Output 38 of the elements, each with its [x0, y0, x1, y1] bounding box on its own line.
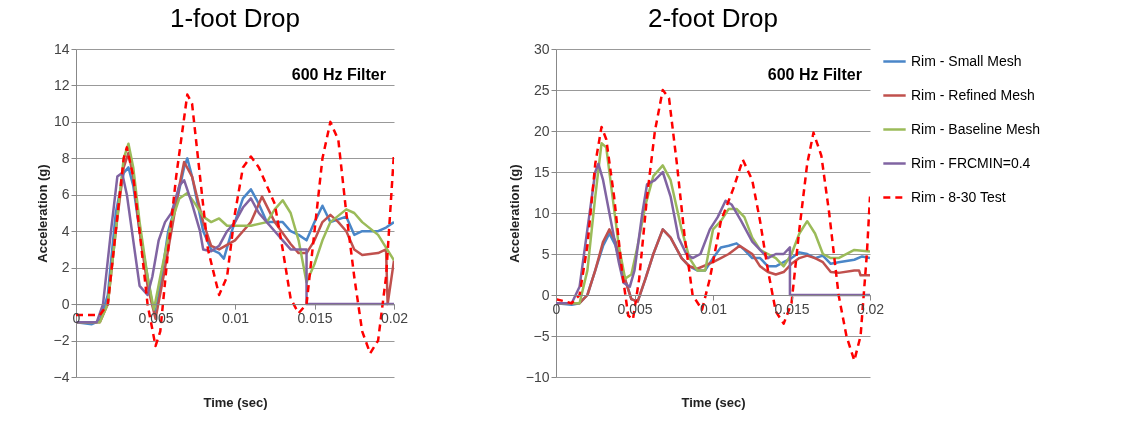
y-tick-label: 10	[533, 204, 550, 221]
y-tick-label: 20	[533, 122, 550, 139]
chart-title: 1-foot Drop	[169, 3, 301, 33]
y-tick-label: −10	[525, 368, 550, 385]
y-tick-label: 30	[533, 40, 550, 57]
annotation: 600 Hz Filter	[291, 66, 386, 83]
x-tick-label: 0.02	[856, 300, 885, 317]
y-tick-label: 8	[61, 149, 70, 166]
x-tick-label: 0.01	[699, 300, 728, 317]
y-axis-title: Acceleration (g)	[506, 164, 522, 263]
y-tick-label: 5	[541, 245, 550, 262]
x-tick-label: 0.01	[221, 309, 250, 326]
annotation: 600 Hz Filter	[767, 66, 862, 83]
y-tick-label: 15	[533, 163, 550, 180]
legend-label: Rim - Small Mesh	[911, 52, 1022, 69]
y-tick-label: 25	[533, 81, 550, 98]
y-tick-label: 4	[61, 222, 70, 239]
y-tick-label: −4	[53, 368, 70, 385]
x-tick-label: 0.02	[380, 309, 409, 326]
x-axis-title: Time (sec)	[203, 394, 268, 410]
x-tick-label: 0.015	[297, 309, 333, 326]
y-tick-label: 14	[53, 40, 70, 57]
y-tick-label: 2	[61, 259, 70, 276]
chart-title: 2-foot Drop	[647, 3, 779, 33]
legend-label: Rim - FRCMIN=0.4	[911, 154, 1031, 171]
y-tick-label: −2	[53, 332, 70, 349]
x-axis-title: Time (sec)	[681, 394, 746, 410]
y-tick-label: 12	[53, 76, 70, 93]
legend-label: Rim - 8-30 Test	[911, 188, 1006, 205]
x-tick-label: 0.005	[617, 300, 653, 317]
legend-label: Rim - Baseline Mesh	[911, 120, 1041, 137]
x-tick-label: 0.015	[774, 300, 810, 317]
legend-label: Rim - Refined Mesh	[911, 86, 1035, 103]
y-axis-title: Acceleration (g)	[34, 164, 50, 263]
y-tick-label: 10	[53, 113, 70, 130]
y-tick-label: −5	[533, 327, 550, 344]
y-tick-label: 0	[541, 286, 550, 303]
y-tick-label: 6	[61, 186, 70, 203]
